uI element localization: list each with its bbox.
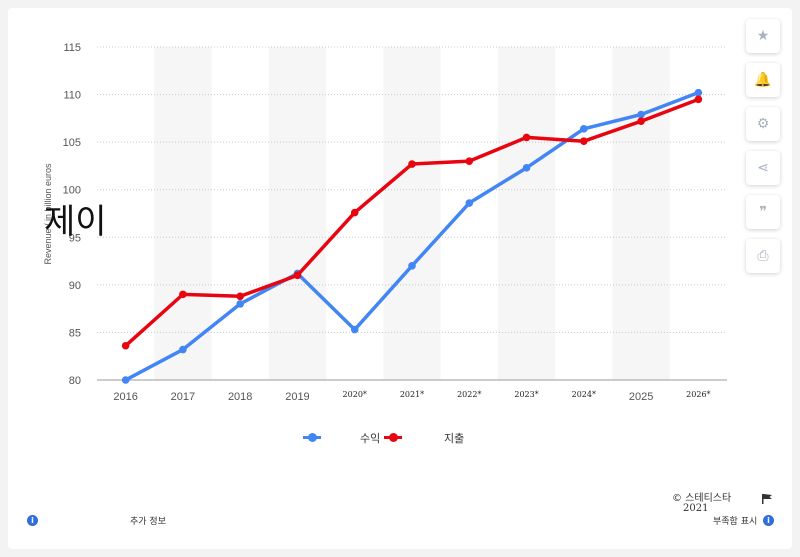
print-icon[interactable]: ⎙ — [746, 239, 780, 273]
series-1-point — [637, 110, 645, 119]
series-1-point — [121, 376, 130, 384]
series-1-point — [179, 345, 187, 354]
series-2-point — [580, 137, 588, 145]
x-tick-label: 2017 — [171, 391, 195, 403]
series-1-point — [350, 325, 359, 334]
y-tick-label: 85 — [69, 327, 81, 339]
series-2-point — [293, 271, 302, 280]
y-tick-label: 95 — [69, 232, 81, 244]
column-band — [612, 47, 670, 380]
x-tick-label: 2021* — [400, 390, 424, 399]
column-band — [154, 47, 212, 380]
legend-swatch-series2[interactable] — [384, 433, 402, 442]
series-1-point — [236, 300, 244, 308]
legend-label-series1[interactable]: 수익 — [360, 433, 381, 445]
y-tick-label: 105 — [63, 137, 81, 149]
column-band — [383, 47, 441, 380]
series-2-point — [408, 160, 416, 168]
series-1-point — [408, 262, 416, 270]
toolbar: ★ 🔔 ⚙ ⋖ ❞ ⎙ — [746, 19, 780, 283]
y-tick-label: 110 — [63, 90, 81, 102]
x-tick-label: 2024* — [572, 390, 596, 399]
x-tick-label: 2016 — [113, 391, 137, 403]
series-2-point — [465, 157, 474, 165]
y-axis-label: Revenue / in billion euros — [43, 163, 53, 265]
y-tick-label: 80 — [69, 375, 81, 387]
series-2-point — [121, 341, 130, 350]
legend: 수익 지출 — [300, 430, 500, 446]
series-2-point — [522, 133, 531, 142]
quote-icon[interactable]: ❞ — [746, 195, 780, 229]
x-tick-label: 2023* — [514, 390, 538, 399]
x-tick-label: 2025 — [629, 391, 653, 403]
x-tick-label: 2022* — [457, 390, 481, 399]
y-tick-label: 115 — [63, 42, 81, 54]
gear-icon[interactable]: ⚙ — [746, 107, 780, 141]
bell-icon[interactable]: 🔔 — [746, 63, 780, 97]
series-2-point — [179, 290, 187, 299]
flag-icon[interactable] — [762, 491, 772, 504]
star-icon[interactable]: ★ — [746, 19, 780, 53]
show-source-link[interactable]: 부족함 표시 — [713, 517, 758, 527]
series-1-point — [522, 164, 531, 172]
legend-label-series2[interactable]: 지출 — [444, 433, 465, 445]
series-1-point — [580, 125, 588, 133]
copyright-year: 2021 — [683, 503, 709, 514]
y-tick-label: 100 — [63, 185, 81, 197]
share-icon[interactable]: ⋖ — [746, 151, 780, 185]
additional-info-link[interactable]: 추가 정보 — [130, 517, 166, 527]
series-2-point — [637, 117, 645, 126]
series-2-point — [694, 95, 703, 104]
source-info-icon[interactable]: i — [763, 515, 774, 526]
copyright-link[interactable]: © 스테티스타 — [672, 493, 732, 504]
series-1-point — [465, 199, 474, 207]
x-tick-label: 2019 — [285, 391, 309, 403]
series-2-point — [236, 292, 244, 301]
x-tick-label: 2026* — [686, 390, 710, 399]
overlay-text: 제이 — [44, 202, 107, 242]
x-tick-label: 2018 — [228, 391, 252, 403]
series-1-point — [694, 88, 703, 97]
x-tick-label: 2020* — [343, 390, 367, 399]
column-band — [497, 47, 556, 380]
legend-swatch-series1[interactable] — [303, 433, 321, 442]
series-2-point — [350, 208, 359, 217]
info-icon[interactable]: i — [27, 515, 38, 526]
y-tick-label: 90 — [69, 280, 81, 292]
column-band — [268, 47, 327, 380]
